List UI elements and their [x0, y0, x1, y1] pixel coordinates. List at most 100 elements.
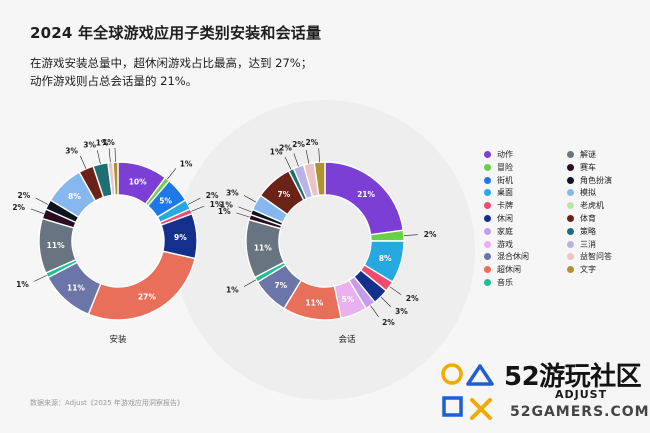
leader-line	[243, 195, 257, 203]
legend-item: 策略	[567, 226, 647, 237]
legend-swatch	[567, 240, 574, 248]
leader-line	[380, 296, 391, 307]
donut-slice	[313, 161, 326, 197]
legend-label: 三消	[580, 239, 596, 249]
chart-caption: 会话	[338, 334, 356, 345]
slice-label: 11%	[67, 283, 85, 292]
slice-label: 8%	[379, 254, 392, 263]
slice-label: 2%	[306, 138, 319, 147]
slice-label: 1%	[102, 138, 115, 147]
leader-line	[305, 149, 310, 164]
leader-line	[30, 208, 44, 214]
leader-line	[243, 279, 257, 287]
slice-label: 2%	[424, 230, 437, 239]
legend-swatch	[567, 189, 574, 197]
slice-label: 5%	[159, 196, 172, 205]
leader-line	[236, 212, 250, 218]
legend-label: 超休闲	[497, 265, 521, 275]
leader-line	[370, 305, 379, 318]
chart-legend: 动作 解谜 冒险 赛车 街机 角色扮演 桌面 模拟 卡牌 老虎机 休闲 体育 家庭 策略 游戏 三消 混合休闲 益…	[484, 149, 647, 288]
leader-line	[80, 155, 87, 169]
legend-item: 动作	[484, 149, 567, 160]
legend-swatch	[484, 202, 491, 210]
donut-slice	[112, 161, 119, 196]
legend-swatch	[484, 151, 491, 158]
slice-label: 1%	[270, 148, 283, 157]
legend-swatch	[567, 227, 574, 235]
slice-label: 10%	[129, 178, 147, 187]
subtitle-line-1: 在游戏安装总量中，超休闲游戏占比最高，达到 27%；	[30, 56, 313, 70]
legend-label: 休闲	[497, 213, 513, 223]
legend-item: 冒险	[484, 162, 567, 173]
watermark-logo	[441, 363, 494, 420]
slice-label: 5%	[342, 295, 355, 304]
legend-item: 超休闲	[484, 264, 567, 275]
legend-swatch	[567, 253, 574, 261]
legend-item: 角色扮演	[567, 175, 647, 186]
legend-label: 街机	[497, 175, 513, 185]
legend-label: 体育	[580, 213, 596, 223]
legend-item: 混合休闲	[484, 251, 567, 262]
legend-item: 卡牌	[484, 200, 567, 211]
legend-label: 老虎机	[580, 201, 604, 211]
leader-line	[34, 275, 47, 282]
slice-label: 3%	[395, 307, 408, 316]
subtitle-line-2: 动作游戏则占总会话量的 21%。	[30, 74, 198, 88]
legend-label: 角色扮演	[580, 175, 612, 185]
legend-label: 策略	[580, 226, 596, 236]
slice-label: 1%	[210, 200, 223, 209]
leader-line	[108, 148, 111, 163]
slice-label: 3%	[226, 188, 239, 197]
legend-label: 冒险	[497, 162, 513, 172]
chart-subtitle: 在游戏安装总量中，超休闲游戏占比最高，达到 27%； 动作游戏则占总会话量的 2…	[30, 54, 350, 90]
leader-line	[35, 197, 49, 205]
slice-label: 2%	[382, 318, 395, 327]
leader-line	[284, 156, 292, 170]
slice-label: 2%	[292, 140, 305, 149]
slice-label: 3%	[83, 140, 96, 149]
legend-item: 体育	[567, 213, 647, 224]
legend-item: 文字	[567, 264, 647, 275]
slice-label: 27%	[138, 292, 156, 301]
legend-label: 赛车	[580, 162, 596, 172]
leader-line	[238, 206, 252, 213]
legend-label: 解谜	[580, 150, 596, 159]
legend-swatch	[484, 163, 491, 171]
donut-slice	[87, 250, 196, 321]
legend-label: 家庭	[497, 226, 513, 236]
slice-label: 1%	[226, 286, 239, 295]
legend-item: 游戏	[484, 239, 567, 250]
legend-swatch	[567, 151, 574, 158]
slice-label: 2%	[206, 191, 219, 200]
leader-line	[389, 286, 402, 295]
chart-title: 2024 年全球游戏应用子类别安装和会话量	[30, 24, 322, 42]
source-note: 数据来源：Adjust《2025 年游戏应用洞察报告》	[30, 399, 184, 407]
legend-item: 街机	[484, 175, 567, 186]
slice-label: 11%	[47, 241, 65, 250]
slice-label: 1%	[180, 160, 193, 169]
slice-label: 2%	[12, 203, 25, 212]
leader-line	[403, 234, 418, 236]
legend-label: 文字	[580, 265, 596, 275]
watermark-url: 52GAMERS.COM	[510, 404, 650, 420]
legend-label: 音乐	[497, 277, 513, 287]
slice-label: 2%	[406, 294, 419, 303]
legend-label: 动作	[497, 150, 513, 159]
legend-item: 桌面	[484, 187, 567, 198]
legend-swatch	[567, 163, 574, 171]
legend-swatch	[567, 214, 574, 222]
slice-label: 9%	[174, 233, 187, 242]
slice-label: 7%	[278, 190, 291, 199]
legend-swatch	[567, 202, 574, 210]
leader-line	[97, 150, 101, 165]
legend-label: 混合休闲	[497, 252, 529, 262]
leader-line	[167, 168, 177, 180]
legend-swatch	[484, 227, 491, 235]
legend-item: 解谜	[567, 149, 647, 160]
legend-swatch	[567, 176, 574, 184]
legend-label: 卡牌	[497, 201, 513, 211]
slice-label: 2%	[17, 191, 30, 200]
legend-item: 休闲	[484, 213, 567, 224]
watermark-name: 52游玩社区	[504, 362, 642, 392]
